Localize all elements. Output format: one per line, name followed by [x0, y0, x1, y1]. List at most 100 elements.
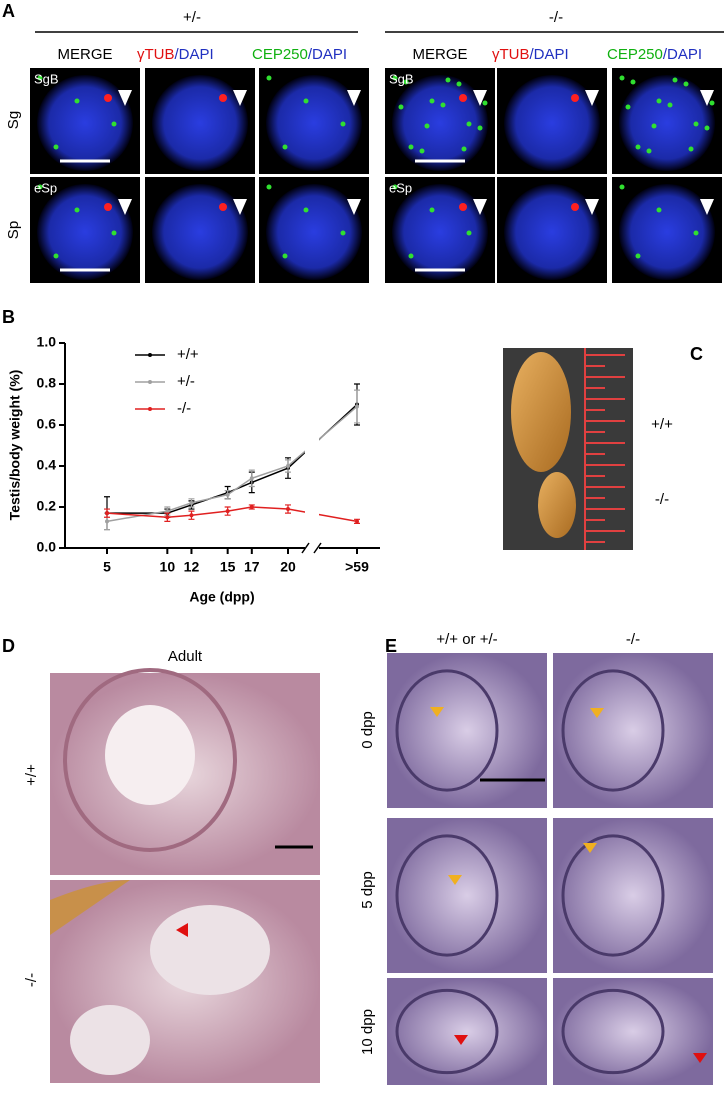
data-point [286, 464, 290, 468]
histology-image [387, 978, 547, 1085]
green-dot [340, 230, 346, 236]
green-dot [646, 148, 652, 154]
green-dot [282, 144, 288, 150]
y-tick-label: 0.4 [37, 457, 57, 473]
column-label: -/- [626, 631, 640, 648]
column-header: CEP250/DAPI [252, 46, 347, 63]
nucleus [37, 75, 133, 171]
green-dot [693, 230, 699, 236]
arrowhead [590, 708, 604, 718]
row-label: -/- [655, 491, 669, 508]
header-part: /DAPI [175, 46, 214, 63]
x-tick-label: 12 [184, 559, 200, 575]
green-dot [466, 230, 472, 236]
arrowhead [448, 875, 462, 885]
header-part: /DAPI [663, 46, 702, 63]
nucleus [504, 75, 600, 171]
green-dot [429, 207, 435, 213]
arrowhead [700, 90, 714, 106]
series-line [106, 506, 358, 523]
red-dot [459, 203, 467, 211]
legend-label: +/+ [177, 346, 199, 363]
ruler-ticks [585, 354, 625, 543]
tubule [395, 669, 499, 792]
red-dot [459, 94, 467, 102]
data-point [286, 507, 290, 512]
tubule [395, 834, 499, 957]
green-dot [403, 79, 409, 85]
nucleus [392, 75, 488, 171]
legend-marker [148, 380, 152, 384]
column-header: MERGE [57, 46, 112, 63]
data-point [225, 509, 230, 514]
green-dot [266, 75, 272, 81]
testis-photo [511, 352, 571, 472]
arrowhead [176, 923, 188, 937]
green-dot [282, 253, 288, 259]
tubule [63, 668, 237, 852]
arrowhead [118, 90, 132, 106]
lumen [150, 905, 270, 995]
row-label: Sp [5, 221, 22, 239]
row-label: 0 dpp [359, 711, 376, 749]
legend-marker [148, 407, 152, 411]
group-label: -/- [549, 9, 563, 26]
green-dot [683, 81, 689, 87]
red-dot [219, 203, 227, 211]
panel-label: D [2, 636, 15, 656]
nucleus [619, 75, 715, 171]
arrowhead [473, 90, 487, 106]
row-label: +/+ [23, 764, 40, 786]
x-tick-label: >59 [345, 559, 369, 575]
green-dot [466, 121, 472, 127]
header-part: CEP250 [607, 46, 663, 63]
red-dot [571, 203, 579, 211]
green-dot [408, 253, 414, 259]
column-header: MERGE [412, 46, 467, 63]
header-part: /DAPI [530, 46, 569, 63]
tubule [395, 988, 499, 1075]
green-dot [619, 75, 625, 81]
break-mark [301, 542, 322, 554]
red-dot [104, 94, 112, 102]
green-dot [429, 98, 435, 104]
column-header: CEP250/DAPI [607, 46, 702, 63]
arrowhead [583, 843, 597, 853]
testis-photo [538, 472, 576, 538]
column-header: γTUB/DAPI [137, 46, 214, 63]
green-dot [477, 125, 483, 131]
data-point [165, 509, 170, 514]
legend-marker [148, 353, 152, 357]
green-dot [635, 144, 641, 150]
green-dot [74, 98, 80, 104]
green-dot [303, 207, 309, 213]
row-label: +/+ [651, 416, 673, 433]
tissue [50, 880, 130, 935]
data-point [165, 515, 170, 520]
panel-title: Adult [168, 648, 203, 665]
arrowhead [430, 707, 444, 717]
green-dot [445, 77, 451, 83]
series-line [106, 405, 358, 523]
x-tick-label: 17 [244, 559, 260, 575]
tubule [561, 988, 665, 1075]
green-dot [398, 104, 404, 110]
green-dot [419, 148, 425, 154]
histology-image [387, 653, 547, 808]
nucleus [152, 184, 248, 280]
panel-label: A [2, 1, 15, 21]
green-dot [688, 146, 694, 152]
nucleus [152, 75, 248, 171]
green-dot [53, 144, 59, 150]
arrowhead [118, 199, 132, 215]
y-tick-label: 0.2 [37, 498, 57, 514]
x-tick-label: 10 [160, 559, 176, 575]
x-tick-label: 20 [280, 559, 296, 575]
histology-image [387, 818, 547, 973]
green-dot [693, 121, 699, 127]
header-part: CEP250 [252, 46, 308, 63]
green-dot [53, 253, 59, 259]
data-point [249, 476, 254, 481]
green-dot [111, 121, 117, 127]
